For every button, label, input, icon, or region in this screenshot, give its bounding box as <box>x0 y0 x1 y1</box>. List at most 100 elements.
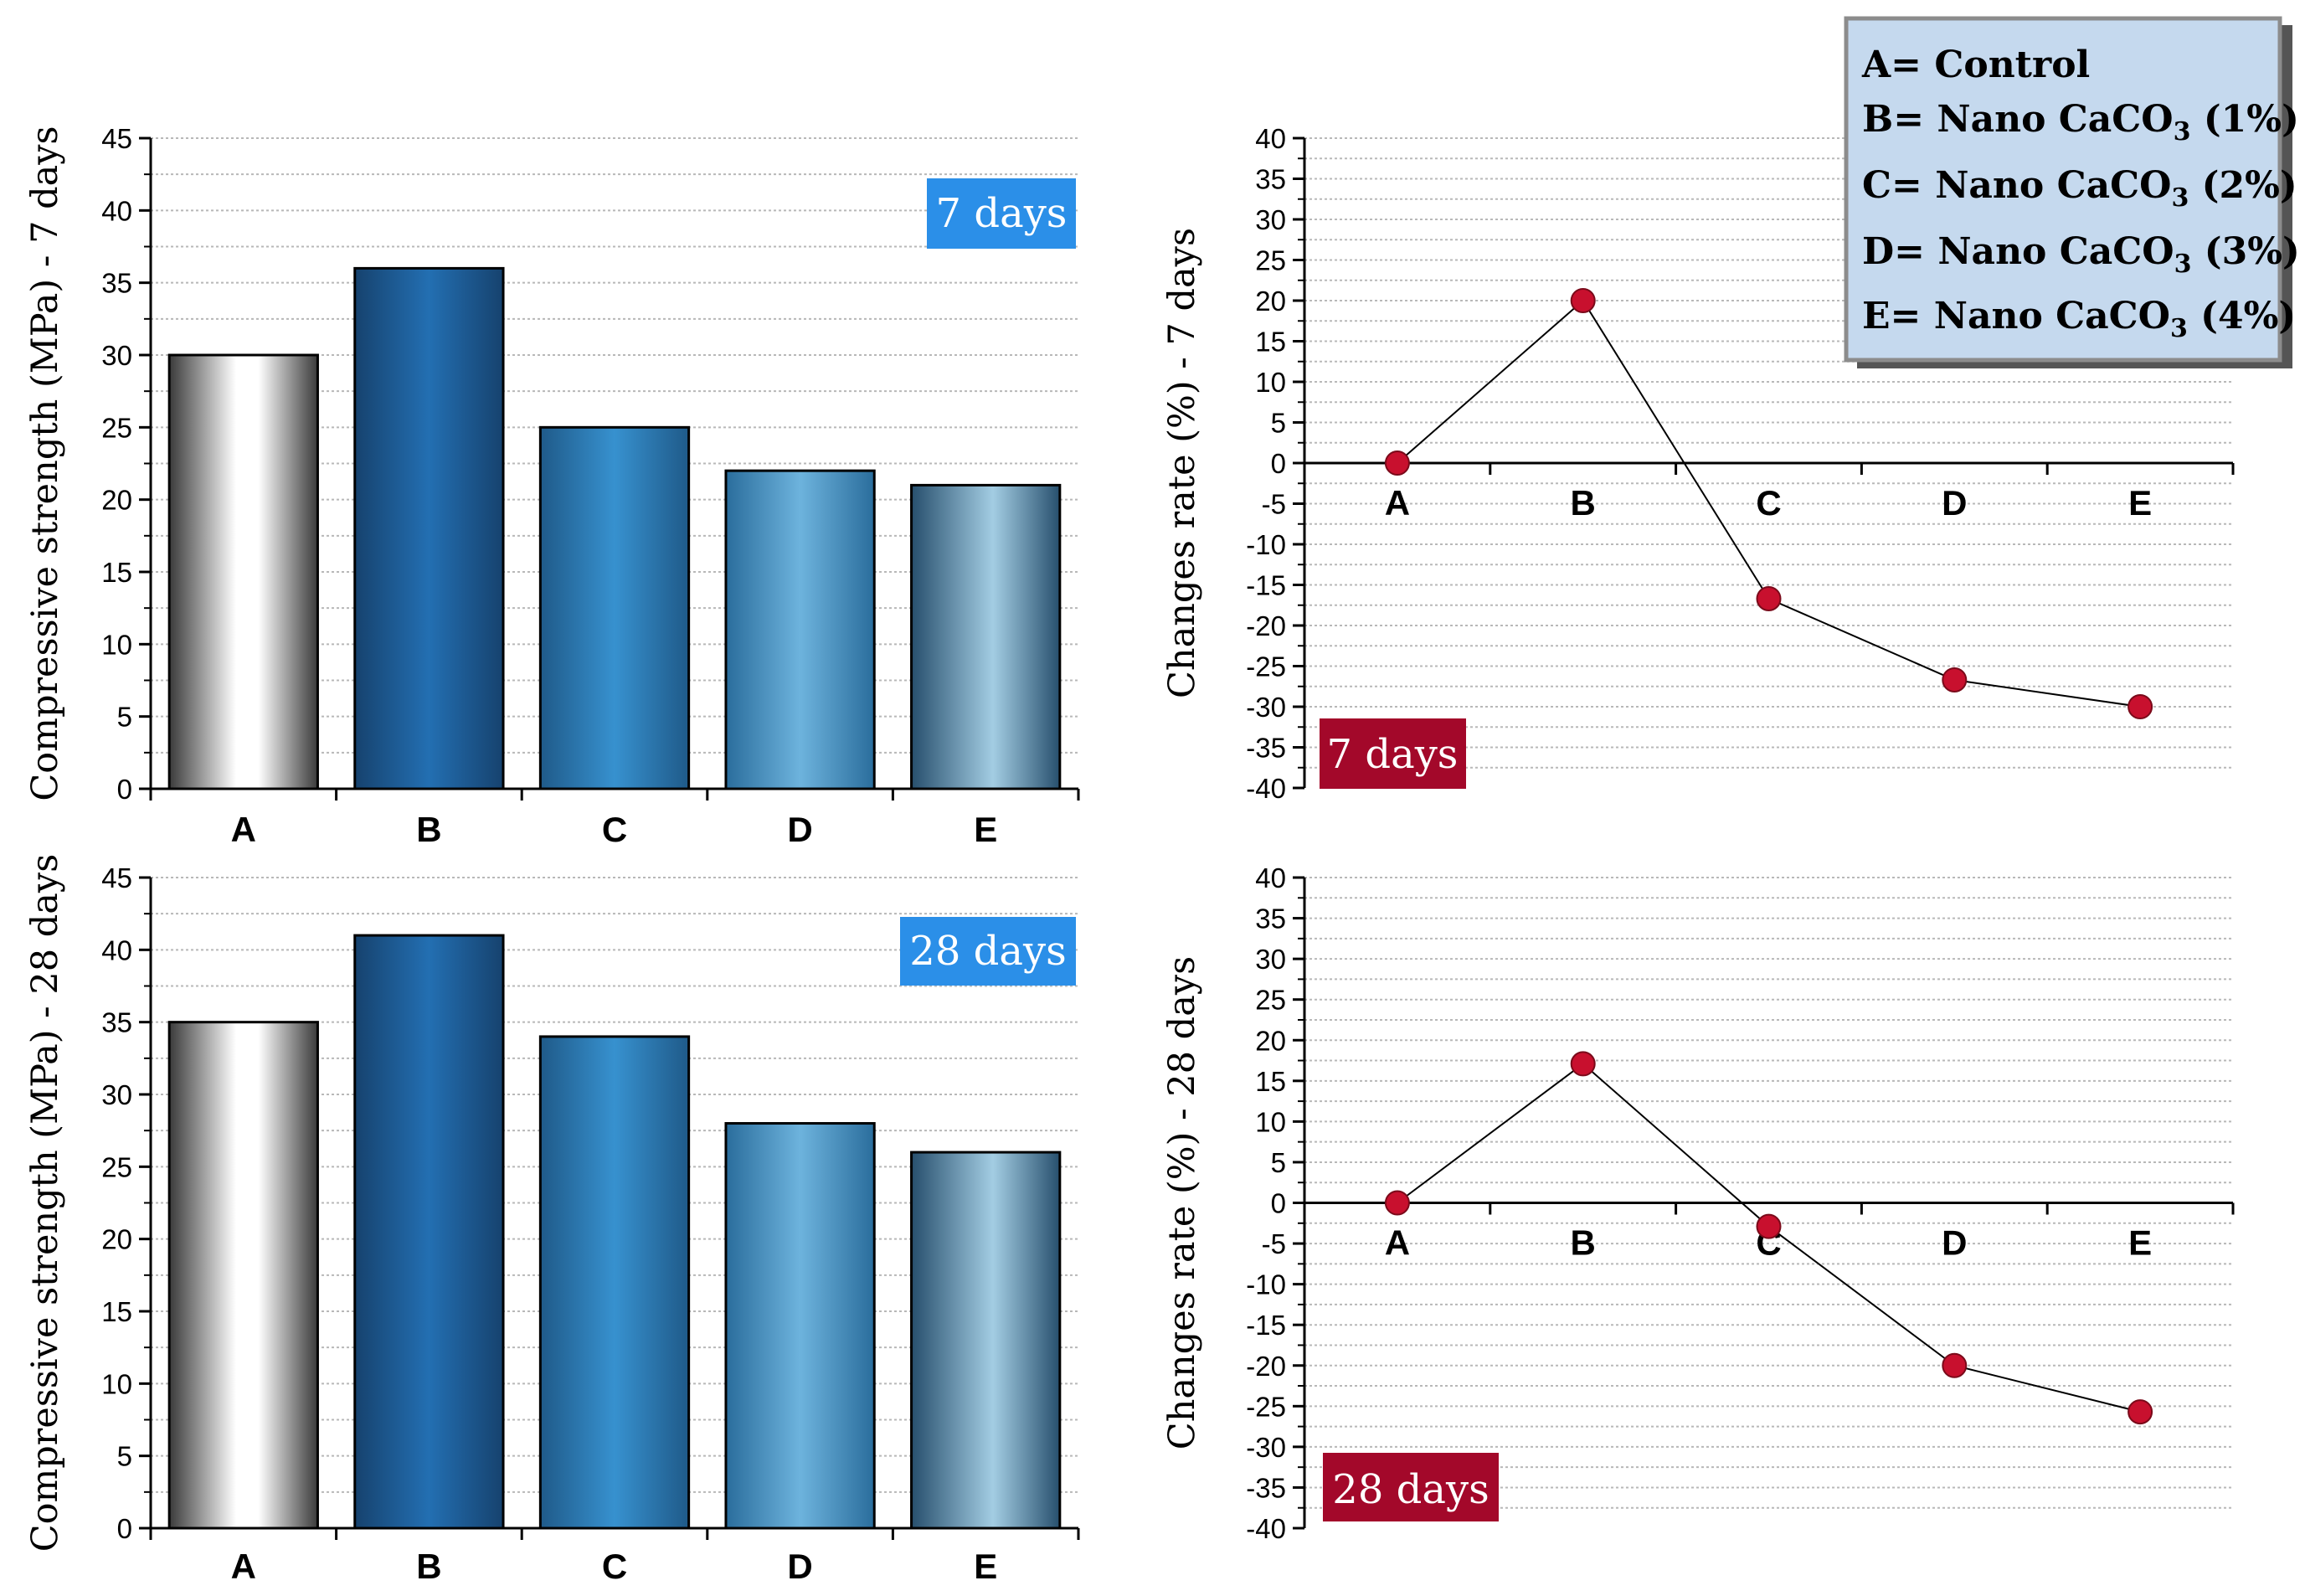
chart-2-y-tick-label: 10 <box>1255 367 1286 398</box>
chart-0-category-label: C <box>602 810 627 849</box>
chart-2-y-tick-label: 30 <box>1255 204 1286 235</box>
chart-3-category-label: E <box>2128 1223 2152 1263</box>
chart-1-y-tick-label: 0 <box>117 1513 132 1544</box>
chart-3-category-label: B <box>1571 1223 1596 1263</box>
chart-3-y-tick-label: -30 <box>1246 1432 1286 1463</box>
chart-2-badge-label: 7 days <box>1327 731 1459 778</box>
chart-3-y-tick-label: 5 <box>1271 1147 1286 1178</box>
chart-3-y-tick-label: 20 <box>1255 1025 1286 1056</box>
chart-1-bar-C <box>538 1035 691 1530</box>
legend-item-e: E= Nano CaCO3 (4%) <box>1862 295 2296 343</box>
chart-3-y-tick-label: -25 <box>1246 1391 1286 1422</box>
chart-0-badge-label: 7 days <box>936 190 1068 237</box>
chart-2-y-tick-label: -5 <box>1262 489 1286 520</box>
legend-item-a: A= Control <box>1861 44 2090 86</box>
chart-2-y-tick-label: -30 <box>1246 692 1286 723</box>
chart-1-category-label: B <box>416 1547 441 1586</box>
chart-2-category-label: A <box>1385 483 1410 523</box>
chart-0-y-tick-label: 15 <box>101 557 132 588</box>
chart-1-y-tick-label: 40 <box>101 934 132 965</box>
chart-0-y-tick-label: 0 <box>117 774 132 805</box>
chart-3-y-tick-label: -35 <box>1246 1472 1286 1503</box>
chart-3-y-tick-label: 35 <box>1255 904 1286 934</box>
chart-0-y-tick-label: 20 <box>101 485 132 516</box>
chart-0-y-tick-label: 30 <box>101 340 132 371</box>
chart-2-point-C <box>1756 585 1782 611</box>
legend-item-b: B= Nano CaCO3 (1%) <box>1862 98 2299 147</box>
chart-1-badge <box>900 917 1076 986</box>
chart-1-y-tick-label: 15 <box>101 1296 132 1327</box>
chart-1-bar-E <box>910 1151 1062 1530</box>
chart-0-category-label: B <box>416 810 441 849</box>
chart-2-category-label: C <box>1756 483 1781 523</box>
legend-box: A= Control B= Nano CaCO3 (1%) C= Nano Ca… <box>1844 16 2300 368</box>
chart-2-y-tick-label: -40 <box>1246 773 1286 804</box>
chart-3-point-E <box>2127 1399 2153 1425</box>
chart-1-y-tick-label: 45 <box>101 862 132 893</box>
chart-3-y-tick-label: 15 <box>1255 1066 1286 1097</box>
line-chart-7-days: -40 -35 -30 -25 -20 -15 -10 -5 0 5 10 15 20 25 30 35 40 A… <box>1161 123 2235 804</box>
chart-3-y-tick-label: -10 <box>1246 1269 1286 1300</box>
chart-1-bar-D <box>724 1122 876 1530</box>
chart-1-badge-label: 28 days <box>909 928 1066 975</box>
line-chart-28-days: -40 -35 -30 -25 -20 -15 -10 -5 0 5 10 15 20 25 30 35 40 A… <box>1161 862 2235 1544</box>
chart-2-y-tick-label: -10 <box>1246 529 1286 560</box>
chart-2-y-tick-label: -35 <box>1246 733 1286 764</box>
chart-3-category-label: A <box>1385 1223 1410 1263</box>
chart-1-category-label: A <box>231 1547 256 1586</box>
chart-3-point-B <box>1570 1051 1596 1077</box>
chart-0-bar-B <box>353 266 505 790</box>
chart-0-y-tick-label: 5 <box>117 702 132 733</box>
chart-3-badge <box>1323 1453 1499 1521</box>
chart-3-point-C <box>1756 1213 1782 1239</box>
chart-0-bar-A <box>167 353 319 790</box>
chart-1-y-tick-label: 20 <box>101 1224 132 1255</box>
chart-0-y-tick-label: 10 <box>101 629 132 660</box>
chart-1-bar-B <box>353 934 505 1530</box>
chart-2-y-tick-label: 40 <box>1255 123 1286 154</box>
legend-item-d: D= Nano CaCO3 (3%) <box>1862 230 2300 279</box>
bar-chart-7-days: 0 5 10 15 20 25 30 35 40 45 A B C D E Compressive stren… <box>24 123 1080 849</box>
chart-3-point-D <box>1942 1352 1968 1378</box>
chart-2-y-tick-label: 25 <box>1255 245 1286 276</box>
chart-1-category-label: C <box>602 1547 627 1586</box>
chart-2-point-E <box>2127 694 2153 719</box>
chart-0-y-tick-label: 40 <box>101 195 132 226</box>
chart-1-y-tick-label: 25 <box>101 1151 132 1182</box>
chart-3-y-tick-label: 40 <box>1255 862 1286 893</box>
chart-3-y-tick-label: 25 <box>1255 985 1286 1016</box>
chart-2-y-tick-label: 5 <box>1271 408 1286 439</box>
chart-1-y-tick-label: 30 <box>101 1079 132 1110</box>
chart-3-badge-label: 28 days <box>1332 1466 1489 1513</box>
chart-2-point-D <box>1942 667 1968 692</box>
chart-2-y-tick-label: 15 <box>1255 327 1286 358</box>
chart-2-y-tick-label: -25 <box>1246 651 1286 682</box>
chart-2-category-label: D <box>1942 483 1967 523</box>
chart-1-category-label: E <box>974 1547 997 1586</box>
chart-2-category-label: E <box>2128 483 2152 523</box>
chart-0-category-label: A <box>231 810 256 849</box>
chart-3-y-tick-label: 10 <box>1255 1106 1286 1137</box>
chart-2-y-tick-label: 0 <box>1271 448 1286 479</box>
chart-0-y-tick-label: 45 <box>101 123 132 154</box>
chart-2-y-axis-label: Changes rate (%) - 7 days <box>1161 228 1203 698</box>
chart-2-category-label: B <box>1571 483 1596 523</box>
chart-3-y-axis-label: Changes rate (%) - 28 days <box>1161 956 1203 1449</box>
chart-3-category-label: D <box>1942 1223 1967 1263</box>
chart-3-y-tick-label: 30 <box>1255 944 1286 975</box>
chart-2-y-tick-label: -20 <box>1246 610 1286 641</box>
chart-0-bar-D <box>724 469 876 790</box>
chart-0-bar-E <box>910 483 1062 790</box>
chart-0-y-tick-label: 25 <box>101 412 132 443</box>
legend-item-c: C= Nano CaCO3 (2%) <box>1862 164 2297 213</box>
chart-1-y-tick-label: 5 <box>117 1441 132 1472</box>
chart-3-y-tick-label: -15 <box>1246 1310 1286 1341</box>
chart-3-y-tick-label: -5 <box>1262 1228 1286 1259</box>
chart-2-point-B <box>1570 288 1596 313</box>
chart-0-badge <box>927 178 1076 249</box>
chart-2-y-tick-label: 35 <box>1255 164 1286 195</box>
chart-0-y-axis-label: Compressive strength (MPa) - 7 days <box>24 126 66 801</box>
chart-1-category-label: D <box>787 1547 812 1586</box>
chart-2-y-tick-label: 20 <box>1255 286 1286 317</box>
